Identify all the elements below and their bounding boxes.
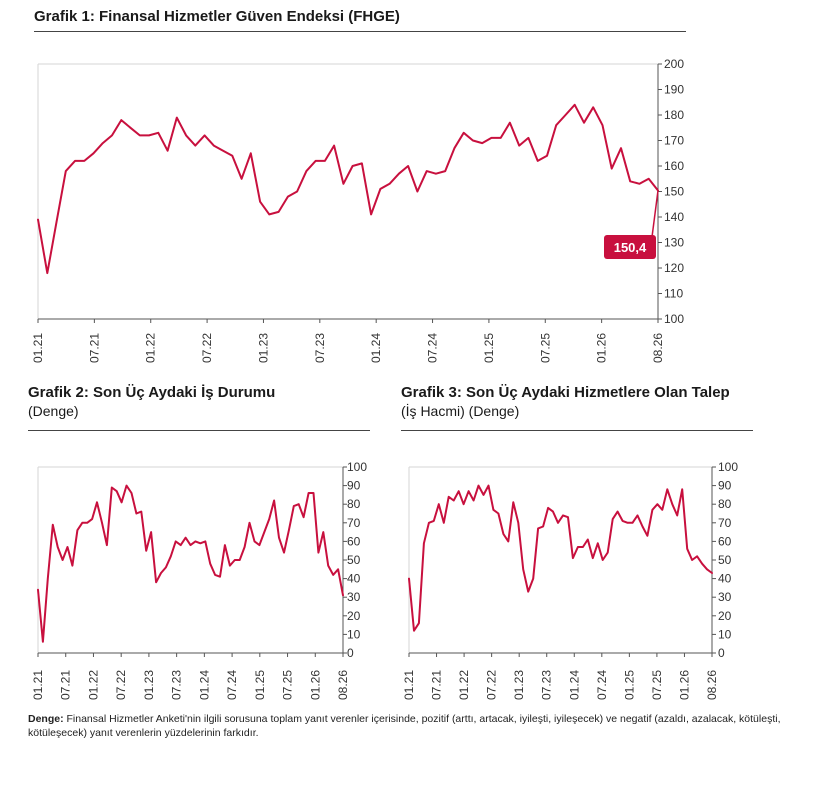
chart3-series-line — [408, 484, 713, 632]
chart2-x-tick-label: 01.25 — [253, 670, 267, 700]
chart3-x-tick-label: 01.21 — [402, 670, 416, 700]
chart2-y-tick-label: 40 — [347, 572, 361, 586]
chart3-x-tick-label: 01.26 — [677, 670, 691, 700]
chart1-annotation-box — [604, 235, 656, 259]
chart3-y-tick-label: 60 — [718, 534, 732, 548]
chart1-title-rule — [34, 31, 686, 32]
chart1-y-tick-label: 200 — [664, 57, 684, 71]
chart2-x-tick-label: 07.22 — [114, 670, 128, 700]
chart2-x-tick-label: 01.26 — [308, 670, 322, 700]
chart3-y-tick-label: 0 — [718, 646, 725, 660]
chart3-y-tick-label: 100 — [718, 460, 738, 474]
chart3-x-tick-label: 07.24 — [595, 670, 609, 700]
chart1-x-tick-label: 01.23 — [256, 333, 270, 363]
chart1-y-tick-label: 120 — [664, 261, 684, 275]
chart3-x-tick-label: 07.22 — [485, 670, 499, 700]
chart2-subtitle: (Denge) — [28, 403, 79, 419]
chart2-x-tick-label: 01.23 — [142, 670, 156, 700]
chart2-y-tick-label: 20 — [347, 609, 361, 623]
chart3-y-tick-label: 20 — [718, 609, 732, 623]
chart3-y-tick-label: 40 — [718, 572, 732, 586]
chart1-y-tick-label: 170 — [664, 134, 684, 148]
chart3-y-tick-label: 10 — [718, 627, 732, 641]
chart1-x-tick-label: 07.21 — [87, 333, 101, 363]
chart2-title-rule — [28, 430, 370, 431]
chart1-series-line — [37, 103, 659, 275]
chart2-series-line — [37, 484, 344, 643]
chart1-x-tick-label: 07.22 — [200, 333, 214, 363]
chart2-y-tick-label: 10 — [347, 627, 361, 641]
chart1-x-tick-label: 01.22 — [144, 333, 158, 363]
chart1-annotation-label: 150,4 — [614, 240, 647, 255]
chart1-y-tick-label: 140 — [664, 210, 684, 224]
chart1-y-tick-label: 160 — [664, 159, 684, 173]
chart1-y-tick-label: 130 — [664, 236, 684, 250]
footnote-text: Finansal Hizmetler Anketi'nin ilgili sor… — [28, 713, 781, 739]
chart2-x-tick-label: 01.22 — [86, 670, 100, 700]
chart3-x-tick-label: 01.24 — [567, 670, 581, 700]
chart2-x-tick-label: 08.26 — [336, 670, 350, 700]
chart2-x-tick-label: 07.23 — [170, 670, 184, 700]
chart3-y-tick-label: 50 — [718, 553, 732, 567]
footnote: Denge: Finansal Hizmetler Anketi'nin ilg… — [28, 712, 788, 740]
chart3-x-tick-label: 07.21 — [430, 670, 444, 700]
chart1-x-tick-label: 01.26 — [595, 333, 609, 363]
chart1-y-tick-label: 150 — [664, 185, 684, 199]
chart2-y-tick-label: 60 — [347, 534, 361, 548]
chart1-y-tick-label: 110 — [664, 287, 683, 301]
chart3-y-tick-label: 80 — [718, 497, 732, 511]
chart1-x-tick-label: 01.25 — [482, 333, 496, 363]
chart2-y-tick-label: 90 — [347, 479, 361, 493]
chart1-y-tick-label: 180 — [664, 108, 684, 122]
chart2-y-tick-label: 30 — [347, 590, 361, 604]
chart3-x-tick-label: 08.26 — [705, 670, 719, 700]
chart2-y-tick-label: 50 — [347, 553, 361, 567]
chart1-x-tick-label: 07.25 — [538, 333, 552, 363]
chart2-x-tick-label: 07.24 — [225, 670, 239, 700]
chart3-x-tick-label: 07.23 — [540, 670, 554, 700]
chart1-x-tick-label: 01.21 — [31, 333, 45, 363]
chart2-x-tick-label: 07.21 — [59, 670, 73, 700]
chart2-x-tick-label: 07.25 — [281, 670, 295, 700]
chart2-x-tick-label: 01.21 — [31, 670, 45, 700]
chart2-y-tick-label: 0 — [347, 646, 354, 660]
chart3-title: Grafik 3: Son Üç Aydaki Hizmetlere Olan … — [401, 384, 730, 401]
chart1-x-tick-label: 07.24 — [426, 333, 440, 363]
chart2-y-tick-label: 100 — [347, 460, 367, 474]
chart3-x-tick-label: 01.23 — [512, 670, 526, 700]
chart1-annotation-leader — [651, 190, 659, 238]
chart1-y-tick-label: 100 — [664, 312, 684, 326]
chart3-y-tick-label: 30 — [718, 590, 732, 604]
chart3-x-tick-label: 07.25 — [650, 670, 664, 700]
chart1-x-tick-label: 08.26 — [651, 333, 665, 363]
chart1-y-tick-label: 190 — [664, 83, 684, 97]
chart3-subtitle: (İş Hacmi) (Denge) — [401, 403, 520, 419]
footnote-label: Denge: — [28, 713, 64, 725]
chart1-x-tick-label: 07.23 — [313, 333, 327, 363]
chart3-y-tick-label: 90 — [718, 479, 732, 493]
chart3-x-tick-label: 01.25 — [622, 670, 636, 700]
chart1-title: Grafik 1: Finansal Hizmetler Güven Endek… — [34, 8, 400, 25]
chart2-y-tick-label: 70 — [347, 516, 361, 530]
chart1-x-tick-label: 01.24 — [369, 333, 383, 363]
chart2-y-tick-label: 80 — [347, 497, 361, 511]
chart3-x-tick-label: 01.22 — [457, 670, 471, 700]
chart3-y-tick-label: 70 — [718, 516, 732, 530]
chart2-x-tick-label: 01.24 — [197, 670, 211, 700]
chart3-title-rule — [401, 430, 753, 431]
chart2-title: Grafik 2: Son Üç Aydaki İş Durumu — [28, 384, 276, 401]
